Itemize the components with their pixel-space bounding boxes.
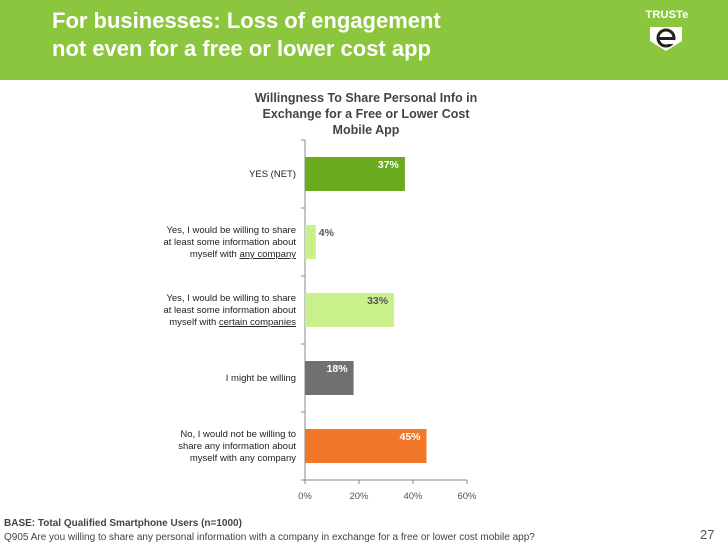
category-label: Yes, I would be willing to share at least… [163, 293, 296, 328]
x-tick-label: 0% [298, 491, 312, 502]
x-tick-label: 20% [349, 491, 369, 502]
data-label: 18% [327, 363, 349, 375]
bar [305, 225, 316, 259]
data-label: 4% [319, 227, 335, 239]
question-note: Q905 Are you willing to share any person… [4, 532, 535, 543]
header-banner: For businesses: Loss of engagement not e… [0, 0, 728, 80]
category-label: YES (NET) [249, 169, 296, 180]
page-number: 27 [700, 527, 715, 542]
category-label: I might be willing [226, 373, 296, 384]
chart-title: Willingness To Share Personal Info in Ex… [254, 91, 478, 137]
category-label: No, I would not be willing to share any i… [178, 429, 296, 464]
x-tick-label: 40% [403, 491, 423, 502]
truste-logo-text: TRUSTe [645, 9, 689, 21]
bar [305, 361, 354, 395]
truste-e-icon [650, 27, 682, 51]
base-note: BASE: Total Qualified Smartphone Users (… [4, 518, 242, 529]
slide-title: For businesses: Loss of engagement not e… [52, 8, 441, 61]
bar [305, 293, 395, 327]
bar [305, 429, 427, 463]
x-tick-label: 60% [457, 491, 477, 502]
category-label: Yes, I would be willing to share at least… [163, 225, 296, 260]
data-label: 37% [378, 159, 400, 171]
bar [305, 157, 405, 191]
data-label: 45% [399, 431, 421, 443]
data-label: 33% [367, 295, 389, 307]
